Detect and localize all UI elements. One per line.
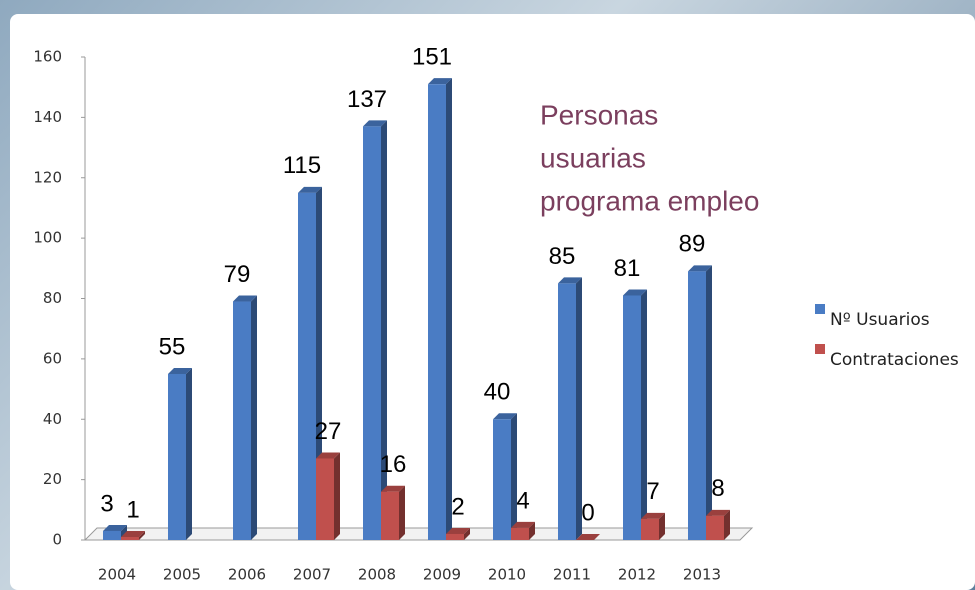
x-tick-label: 2004 — [98, 566, 136, 584]
value-label: 1 — [126, 496, 139, 523]
x-tick-label: 2008 — [358, 566, 396, 584]
bar-side — [446, 78, 452, 540]
x-tick-label: 2005 — [163, 566, 201, 584]
bar — [363, 126, 381, 540]
legend-swatch — [815, 304, 825, 314]
value-label: 81 — [614, 255, 641, 282]
bar-side — [399, 486, 405, 540]
bar — [446, 534, 464, 540]
bar-side — [334, 452, 340, 540]
bar — [103, 531, 121, 540]
bar-side — [186, 368, 192, 540]
bar — [298, 193, 316, 540]
value-label: 115 — [283, 152, 321, 179]
bar — [688, 271, 706, 540]
value-label: 40 — [484, 379, 511, 406]
bar — [233, 302, 251, 540]
value-label: 0 — [581, 499, 594, 526]
bar — [428, 84, 446, 540]
value-label: 3 — [100, 490, 113, 517]
value-label: 89 — [679, 231, 706, 258]
value-label: 27 — [315, 418, 342, 445]
x-tick-label: 2013 — [683, 566, 721, 584]
bar-side — [511, 413, 517, 540]
bar — [641, 519, 659, 540]
value-label: 8 — [711, 475, 724, 502]
legend-swatch — [815, 344, 825, 354]
bar — [706, 516, 724, 540]
bar — [316, 458, 334, 540]
chart: Personasusuariasprograma empleo 02040608… — [0, 0, 975, 590]
y-tick-label: 40 — [43, 410, 62, 428]
title-line: programa empleo — [540, 185, 759, 216]
value-label: 16 — [380, 451, 407, 478]
value-label: 137 — [347, 86, 387, 113]
value-label: 2 — [451, 493, 464, 520]
x-tick-label: 2006 — [228, 566, 266, 584]
value-label: 79 — [224, 261, 251, 288]
y-tick-label: 140 — [33, 108, 62, 126]
bar — [168, 374, 186, 540]
y-tick-label: 120 — [33, 168, 62, 186]
panel — [10, 14, 975, 590]
bar-side — [251, 296, 257, 540]
bar — [493, 419, 511, 540]
y-tick-label: 60 — [43, 349, 62, 367]
y-tick-label: 20 — [43, 470, 62, 488]
x-tick-label: 2010 — [488, 566, 526, 584]
y-tick-label: 160 — [33, 48, 62, 66]
title-line: usuarias — [540, 142, 646, 173]
legend-label: Contrataciones — [830, 350, 959, 370]
bar — [121, 537, 139, 540]
bar — [381, 492, 399, 540]
x-tick-label: 2011 — [553, 566, 591, 584]
value-label: 4 — [516, 487, 529, 514]
bar — [558, 283, 576, 540]
bar — [511, 528, 529, 540]
value-label: 7 — [646, 478, 659, 505]
y-tick-label: 100 — [33, 229, 62, 247]
page: Personasusuariasprograma empleo 02040608… — [0, 0, 975, 590]
value-label: 85 — [549, 243, 576, 270]
x-tick-label: 2007 — [293, 566, 331, 584]
y-tick-label: 80 — [43, 289, 62, 307]
value-label: 151 — [412, 44, 452, 71]
bar — [623, 295, 641, 540]
x-tick-label: 2012 — [618, 566, 656, 584]
y-tick-label: 0 — [52, 531, 62, 549]
legend-label: Nº Usuarios — [830, 310, 930, 330]
title-line: Personas — [540, 99, 658, 130]
value-label: 55 — [159, 333, 186, 360]
x-tick-label: 2009 — [423, 566, 461, 584]
